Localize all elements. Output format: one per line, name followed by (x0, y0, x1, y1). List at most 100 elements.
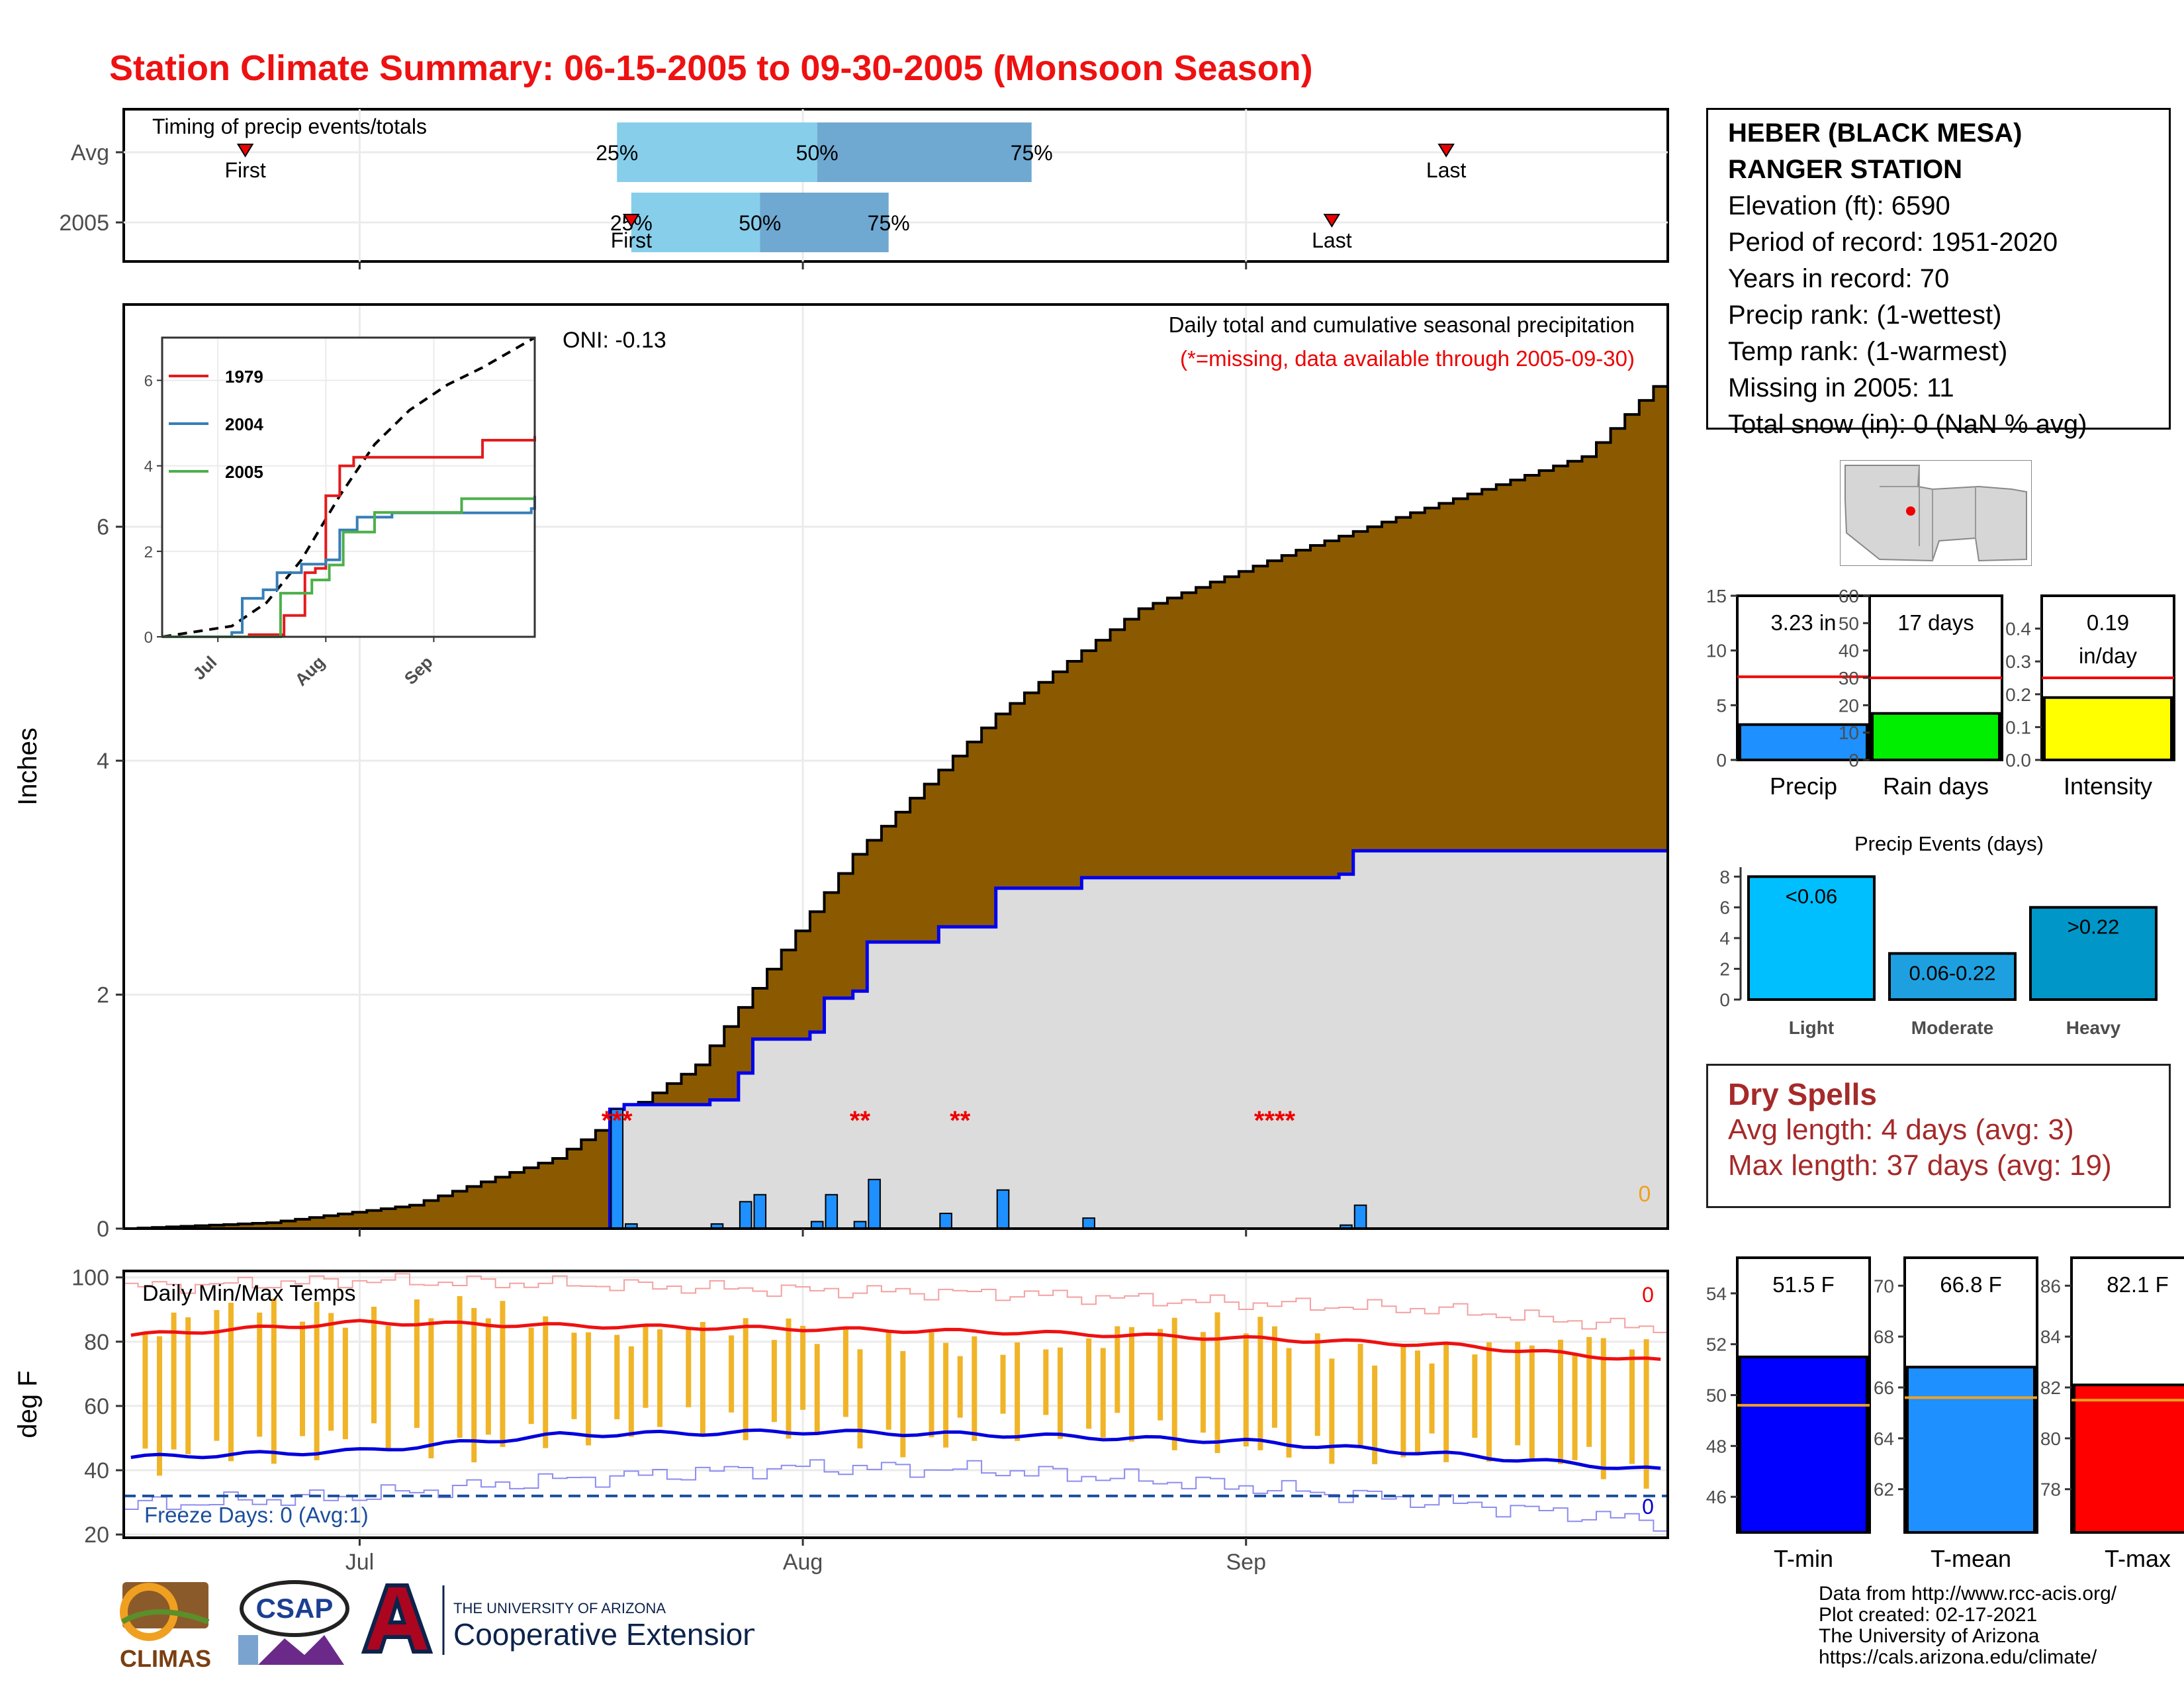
mini-ytick-label: 10 (1706, 641, 1727, 661)
mini-value-label-mini-tmax: 82.1 F (2107, 1272, 2169, 1297)
mini-category-label-mini-tmin: T-min (1774, 1545, 1833, 1572)
mini-ytick-label: 46 (1706, 1487, 1727, 1507)
timing-ytick-label: 2005 (59, 211, 109, 236)
dry-spells-max: Max length: 37 days (avg: 19) (1728, 1149, 2112, 1182)
inset-ytick-label: 4 (144, 458, 153, 476)
temp-xtick-label: Jul (345, 1550, 374, 1575)
mini-value-label2-mini-intensity: in/day (2079, 643, 2138, 668)
credits-line2: Plot created: 02-17-2021 (1819, 1604, 2038, 1626)
events-category-label: Moderate (1911, 1017, 1993, 1038)
mini-ytick-label: 0.3 (2005, 651, 2031, 672)
ua-logo-big-text: Cooperative Extension (453, 1617, 754, 1652)
precip-missing-marker: **** (1254, 1106, 1296, 1135)
csap-logo-mountains (258, 1635, 344, 1665)
temp-xtick-label: Aug (783, 1550, 823, 1575)
timing-p75-label: 75% (1011, 141, 1053, 165)
temp-freeze-label: Freeze Days: 0 (Avg:1) (144, 1503, 369, 1527)
temp-frame (122, 1270, 1669, 1539)
mini-category-label-mini-tmax: T-max (2105, 1545, 2171, 1572)
inset-legend-label-2004: 2004 (225, 414, 263, 434)
timing-first-label: First (225, 158, 266, 182)
mini-ytick-label: 84 (2040, 1327, 2061, 1347)
precip-daily-bar (753, 1194, 767, 1229)
station-precip-rank: Precip rank: (1-wettest) (1728, 301, 2002, 330)
mini-bar-mini-raindays (1871, 712, 2001, 762)
events-ytick-label: 6 (1719, 898, 1730, 918)
ua-a-icon (361, 1583, 433, 1654)
temp-plot-bg (124, 1271, 1668, 1538)
events-ytick-label: 8 (1719, 867, 1730, 887)
temp-max-count-label: 0 (1642, 1283, 1654, 1307)
state-borders (1880, 465, 1976, 561)
timing-bar-25-50 (631, 193, 760, 252)
temp-min-count-label: 0 (1642, 1495, 1654, 1519)
precip-subtitle: (*=missing, data available through 2005-… (1180, 346, 1635, 371)
events-ytick-label: 4 (1719, 928, 1730, 949)
dry-spells-title: Dry Spells (1728, 1077, 1877, 1111)
climas-logo: CLIMAS (120, 1582, 211, 1672)
mini-value-label-mini-intensity: 0.19 (2087, 610, 2129, 635)
timing-bar-50-75 (817, 122, 1032, 182)
temp-ytick-label: 100 (71, 1266, 109, 1291)
credits-line4: https://cals.arizona.edu/climate/ (1819, 1646, 2097, 1668)
mini-ytick-label: 15 (1706, 586, 1727, 606)
events-title: Precip Events (days) (1854, 832, 2044, 855)
precip-daily-bar (996, 1189, 1010, 1229)
station-snow: Total snow (in): 0 (NaN % avg) (1728, 410, 2087, 439)
precip-ytick-label: 0 (97, 1217, 109, 1238)
temp-ylabel: deg F (13, 1370, 42, 1438)
inset-legend-label-2005: 2005 (225, 462, 263, 482)
precip-ytick-label: 4 (97, 749, 109, 774)
timing-last-marker (1437, 144, 1455, 158)
dry-spells-box: Dry Spells Avg length: 4 days (avg: 3) M… (1706, 1064, 2171, 1208)
mini-ytick-label: 0.1 (2005, 717, 2031, 737)
precip-frame (122, 303, 1669, 1230)
precip-title: Daily total and cumulative seasonal prec… (1169, 312, 1635, 337)
mini-bar-mini-precip (1739, 723, 1868, 762)
precip-observed-cumulative-line (608, 849, 1668, 1229)
temp-ytick-label: 20 (84, 1523, 109, 1548)
inset-bg (162, 338, 535, 637)
timing-ytick-label: Avg (71, 140, 109, 165)
temp-avg-max-line (130, 1319, 1661, 1361)
precip-ytick-label: 2 (97, 983, 109, 1008)
temp-mini-charts: 46 48 50 52 54 51.5 F T-min 62 64 66 68 70 66.8 F T-m… (1706, 1256, 2184, 1572)
events-ytick-label: 2 (1719, 959, 1730, 980)
temp-record-max-line (124, 1273, 1668, 1333)
events-bar-light (1747, 875, 1876, 1001)
events-category-label: Light (1789, 1017, 1834, 1038)
mini-bar-mini-tmin (1739, 1355, 1868, 1534)
inset-ytick-label: 0 (144, 629, 153, 647)
precip-zero-label: 0 (1639, 1182, 1651, 1207)
precip-daily-bar (825, 1194, 839, 1229)
temp-ytick-label: 80 (84, 1330, 109, 1355)
mini-bar-mini-tmean (1906, 1366, 2036, 1534)
precip-ytick-label: 6 (97, 515, 109, 540)
station-marker (1906, 506, 1915, 516)
station-years: Years in record: 70 (1728, 264, 1950, 293)
ua-logo-small-text: THE UNIVERSITY OF ARIZONA (453, 1600, 666, 1617)
timing-bar-50-75 (760, 193, 889, 252)
credits-line3: The University of Arizona (1819, 1625, 2040, 1647)
station-info-box: HEBER (BLACK MESA) RANGER STATION Elevat… (1706, 108, 2171, 439)
station-period: Period of record: 1951-2020 (1728, 228, 2058, 257)
mini-category-label-mini-tmean: T-mean (1931, 1545, 2011, 1572)
precip-mini-charts: 0 5 10 15 3.23 in Precip 0 10 20 30 40 50 60 17 days R… (1706, 586, 2175, 800)
temperature-chart: 20 40 60 80 100 Jul Aug Sep deg F Daily Min/Max T… (13, 1266, 1669, 1575)
inset-ytick-label: 6 (144, 373, 153, 391)
temp-record-min-line (124, 1459, 1668, 1532)
events-bar-label: >0.22 (2068, 915, 2119, 939)
timing-p50-label: 50% (739, 211, 781, 235)
mini-category-label-mini-raindays: Rain days (1883, 773, 1989, 800)
precip-ylabel: Inches (13, 727, 42, 806)
csap-logo-panel (238, 1635, 258, 1665)
mini-ytick-label: 40 (1839, 641, 1859, 661)
mini-ytick-label: 48 (1706, 1436, 1727, 1456)
mini-ytick-label: 0 (1716, 750, 1727, 771)
mini-value-label-mini-precip: 3.23 in (1770, 610, 1836, 635)
mini-ytick-label: 30 (1839, 668, 1859, 688)
precip-events-chart: Precip Events (days) <0.06 Light 0.06-0.22 M… (1719, 832, 2158, 1038)
mini-category-label-mini-precip: Precip (1770, 773, 1837, 800)
inset-avg-line (161, 336, 535, 638)
